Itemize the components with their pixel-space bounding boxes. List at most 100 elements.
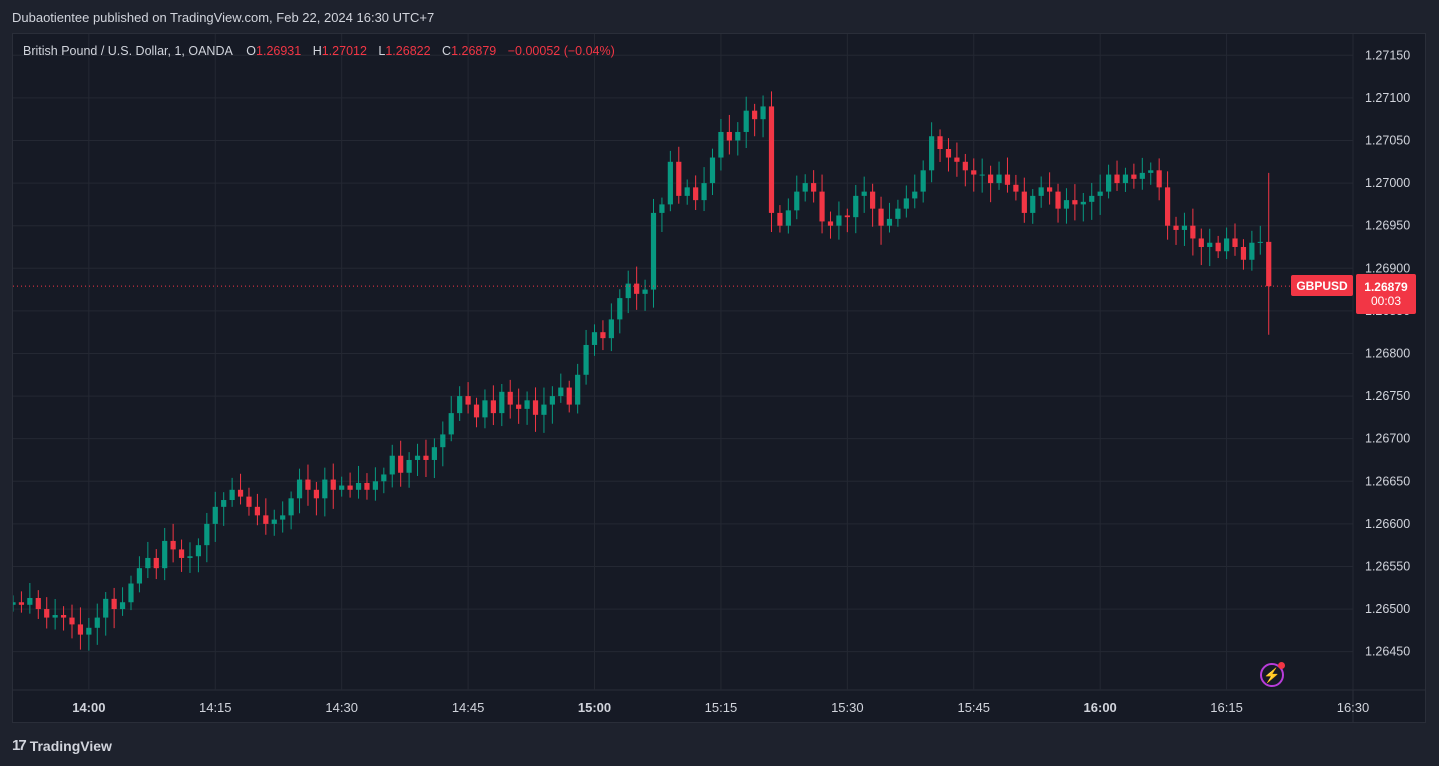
low-label: L	[378, 44, 386, 58]
candle-up	[128, 583, 134, 603]
candle-down	[532, 400, 539, 415]
close-value: 1.26879	[451, 44, 497, 58]
candle-down	[44, 609, 50, 618]
x-tick-label: 16:30	[1337, 700, 1370, 715]
candle-up	[1223, 238, 1230, 252]
candle-down	[178, 549, 185, 558]
x-tick-label: 14:45	[452, 700, 485, 715]
candle-down	[1156, 170, 1162, 188]
candle-up	[996, 174, 1002, 184]
y-tick-label: 1.26950	[1365, 219, 1410, 233]
candle-down	[945, 149, 952, 158]
close-label: C	[442, 44, 452, 58]
candle-down	[516, 404, 522, 409]
high-label: H	[312, 44, 322, 58]
candle-down	[1198, 238, 1204, 247]
candle-up	[836, 215, 842, 226]
open-label: O	[246, 44, 257, 58]
candle-up	[684, 187, 690, 196]
candle-up	[625, 283, 631, 299]
candle-down	[1114, 174, 1120, 184]
x-tick-label: 15:15	[705, 700, 738, 715]
candle-down	[254, 506, 261, 516]
bar-countdown: 00:03	[1370, 294, 1402, 308]
candle-down	[1266, 241, 1272, 287]
candle-down	[634, 283, 640, 294]
candle-down	[473, 404, 480, 418]
candle-up	[667, 161, 673, 205]
candle-up	[760, 106, 766, 120]
candle-up	[1122, 174, 1129, 184]
candle-up	[482, 400, 488, 418]
candle-up	[920, 170, 926, 192]
candle-up	[296, 479, 303, 499]
last-price-label: 1.26879 00:03	[1356, 274, 1416, 314]
y-tick-label: 1.26700	[1365, 432, 1410, 446]
candle-down	[398, 455, 404, 473]
candle-down	[1215, 242, 1221, 252]
candle-up	[558, 387, 564, 397]
candle-down	[971, 170, 977, 175]
candle-up	[280, 515, 286, 520]
change-value: −0.00052 (−0.04%)	[507, 44, 615, 58]
candle-down	[1190, 225, 1196, 239]
candle-up	[103, 598, 109, 618]
tv-logo-mark: 17	[12, 737, 27, 754]
candle-up	[1148, 170, 1154, 173]
candle-up	[372, 481, 378, 490]
y-tick-label: 1.26600	[1365, 517, 1410, 531]
candle-up	[1089, 195, 1095, 202]
x-tick-label: 14:30	[325, 700, 358, 715]
candle-up	[701, 183, 707, 201]
candle-up	[802, 183, 808, 192]
candle-up	[1105, 174, 1112, 192]
y-tick-label: 1.27050	[1365, 133, 1410, 147]
candle-up	[86, 627, 92, 635]
last-price-value: 1.26879	[1364, 280, 1408, 294]
candle-down	[962, 161, 968, 171]
candle-down	[237, 489, 244, 497]
candle-down	[1021, 191, 1027, 213]
candle-up	[94, 617, 100, 628]
lightning-bolt-icon[interactable]: ⚡	[1260, 662, 1285, 687]
candle-up	[735, 131, 741, 141]
candle-down	[330, 479, 336, 490]
candle-up	[709, 157, 716, 184]
candle-down	[465, 396, 471, 405]
candle-up	[457, 396, 463, 414]
candle-up	[271, 519, 277, 524]
symbol-title[interactable]: British Pound / U.S. Dollar, 1, OANDA	[23, 44, 233, 58]
candle-up	[617, 298, 623, 320]
candle-down	[18, 602, 25, 605]
open-value: 1.26931	[256, 44, 302, 58]
candle-down	[246, 496, 252, 507]
candle-up	[912, 191, 918, 199]
candle-down	[347, 485, 353, 490]
y-tick-label: 1.26900	[1365, 261, 1410, 275]
candle-up	[541, 404, 547, 415]
high-value: 1.27012	[321, 44, 367, 58]
candle-up	[718, 131, 724, 158]
candle-up	[162, 540, 168, 569]
candle-down	[1047, 187, 1053, 192]
candlestick-chart[interactable]: 1.27150 1.27100 1.27050 1.27000 1.26950 1.269…	[13, 34, 1425, 722]
candle-down	[69, 617, 75, 625]
candle-up	[204, 523, 210, 546]
candle-down	[1131, 174, 1137, 179]
candle-up	[27, 597, 33, 605]
x-tick-label: 15:30	[831, 700, 864, 715]
notification-dot	[1278, 662, 1285, 669]
candle-down	[693, 187, 699, 201]
tradingview-logo[interactable]: 17 TradingView	[12, 737, 112, 754]
candle-down	[170, 540, 176, 550]
candle-down	[811, 183, 817, 192]
chart-panel[interactable]: 1.27150 1.27100 1.27050 1.27000 1.26950 1.269…	[12, 33, 1426, 723]
y-tick-label: 1.27150	[1365, 48, 1410, 62]
candle-down	[364, 482, 370, 490]
candle-up	[549, 396, 555, 405]
y-tick-label: 1.26550	[1365, 559, 1410, 573]
candle-up	[195, 545, 202, 557]
x-tick-label: 14:15	[199, 700, 232, 715]
candle-up	[339, 485, 345, 490]
candle-up	[1207, 242, 1213, 247]
